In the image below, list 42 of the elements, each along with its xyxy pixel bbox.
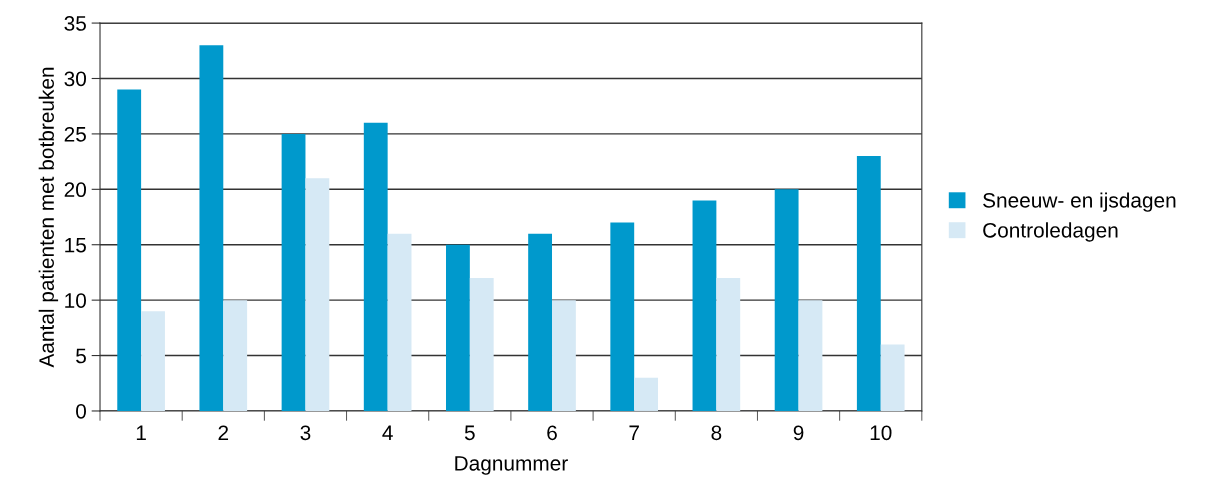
bar: [141, 311, 165, 411]
y-tick-label: 5: [76, 348, 86, 364]
x-tick-label: 5: [464, 425, 475, 441]
y-axis-title: Aantal patienten met botbreuken: [38, 67, 59, 368]
x-tick-label: 1: [136, 425, 146, 440]
bar: [552, 300, 576, 411]
y-tick-label: 20: [64, 182, 87, 198]
x-tick-label: 9: [793, 425, 804, 441]
y-tick-label: 10: [65, 293, 87, 308]
x-axis-title: Dagnummer: [455, 456, 568, 475]
bar: [223, 300, 248, 411]
x-tick-label: 10: [870, 425, 892, 441]
bar: [798, 300, 823, 411]
x-tick-label: 2: [218, 425, 229, 440]
bar: [856, 156, 881, 411]
x-tick-label: 3: [300, 425, 311, 441]
bar: [199, 45, 224, 411]
y-tick-label: 0: [76, 403, 87, 419]
bar: [610, 222, 635, 411]
bar: [774, 189, 799, 411]
bar: [117, 89, 142, 411]
y-tick-label: 30: [64, 71, 87, 87]
x-tick-label: 7: [629, 425, 639, 440]
bar: [363, 122, 388, 411]
bar: [446, 244, 470, 411]
bar: [387, 233, 412, 411]
x-tick-label: 4: [382, 425, 393, 440]
bar: [469, 277, 494, 411]
bar: [281, 133, 306, 411]
legend-label: Controledagen: [983, 222, 1118, 242]
bar: [305, 178, 330, 411]
bar: [528, 233, 553, 411]
y-tick-label: 35: [64, 16, 86, 31]
y-tick-label: 15: [65, 237, 86, 253]
bar: [692, 200, 717, 411]
bar: [634, 377, 659, 411]
legend-label: Sneeuw- en ijsdagen: [983, 192, 1176, 212]
bar: [880, 344, 905, 411]
x-tick-label: 8: [711, 425, 722, 441]
y-tick-label: 25: [64, 126, 86, 142]
bar: [716, 277, 741, 411]
x-tick-label: 6: [547, 425, 557, 441]
